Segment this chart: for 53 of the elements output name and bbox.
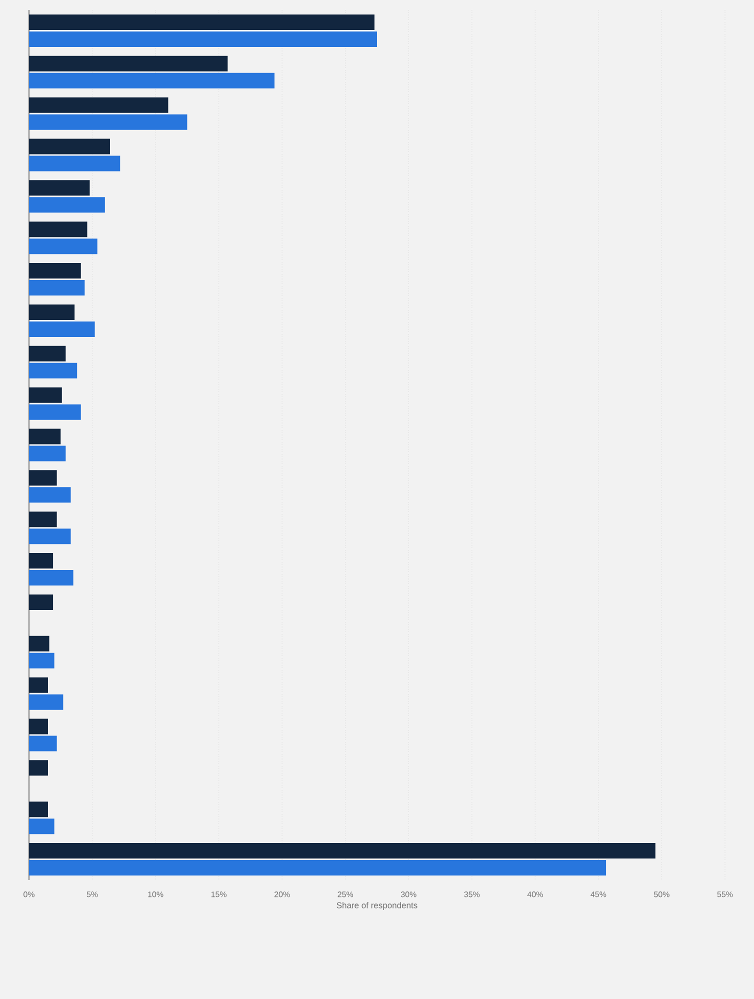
bar (29, 760, 48, 776)
bar (29, 304, 75, 320)
bar (29, 56, 228, 72)
x-tick-label: 50% (654, 892, 670, 898)
bar (29, 14, 374, 30)
bar (29, 404, 81, 420)
bar (29, 470, 57, 486)
bar (29, 280, 85, 296)
x-tick-label: 25% (338, 892, 354, 898)
bar (29, 97, 168, 113)
x-tick-label: 0% (24, 892, 34, 898)
bar (29, 387, 62, 403)
bar (29, 321, 95, 337)
bar (29, 802, 48, 818)
bar (29, 263, 81, 279)
bar (29, 180, 90, 196)
bar (29, 238, 98, 254)
x-axis-title: Share of respondents (336, 902, 418, 910)
bar (29, 428, 61, 444)
bar (29, 446, 66, 462)
bar (29, 718, 48, 734)
bar (29, 512, 57, 528)
bar (29, 528, 71, 544)
bar (29, 553, 54, 569)
bar (29, 652, 54, 668)
x-tick-label: 45% (590, 892, 606, 898)
bar (29, 362, 78, 378)
bar (29, 843, 656, 859)
bar (29, 346, 66, 362)
bar (29, 197, 105, 213)
bar (29, 487, 71, 503)
x-tick-label: 20% (274, 892, 290, 898)
bar (29, 570, 74, 586)
bar (29, 138, 110, 154)
bar (29, 156, 120, 172)
bar (29, 72, 274, 88)
x-tick-label: 10% (148, 892, 164, 898)
bar (29, 818, 54, 834)
x-tick-label: 30% (400, 892, 416, 898)
bar (29, 677, 48, 693)
x-tick-label: 15% (211, 892, 227, 898)
bar (29, 860, 606, 876)
x-tick-label: 35% (464, 892, 480, 898)
bar (29, 31, 377, 47)
x-tick-label: 5% (86, 892, 98, 898)
x-tick-label: 55% (717, 892, 733, 898)
bar (29, 736, 57, 752)
bar (29, 594, 54, 610)
bar (29, 222, 88, 238)
bar (29, 694, 64, 710)
bar (29, 636, 50, 652)
x-tick-label: 40% (527, 892, 543, 898)
bar (29, 114, 188, 130)
